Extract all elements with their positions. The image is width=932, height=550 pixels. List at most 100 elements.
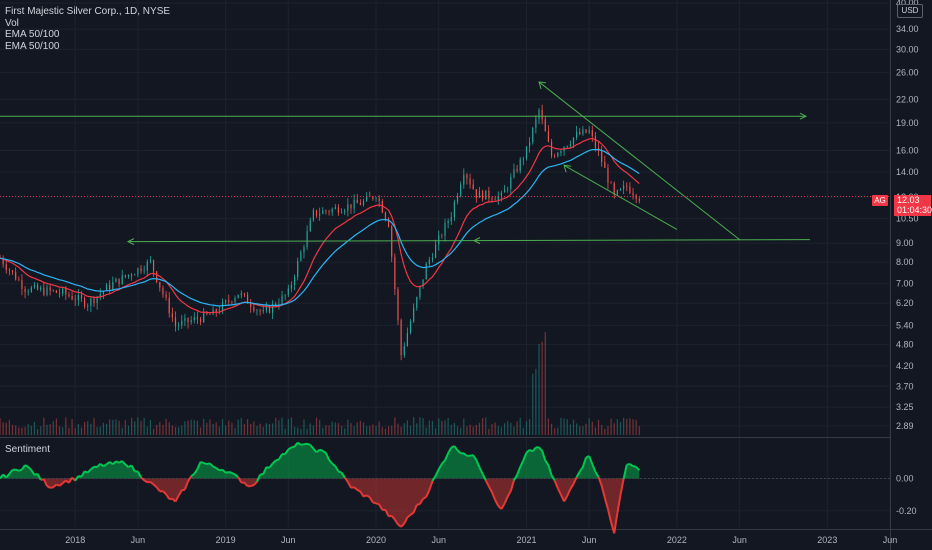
- volume-bar: [131, 417, 133, 435]
- volume-bars: [0, 332, 640, 435]
- symbol-title[interactable]: First Majestic Silver Corp., 1D, NYSE: [5, 6, 171, 17]
- sentiment-line-segment: [509, 480, 515, 492]
- volume-bar: [187, 420, 189, 435]
- candle-body: [425, 264, 427, 280]
- volume-bar: [18, 427, 20, 435]
- ema-fast-line: [0, 137, 640, 314]
- volume-bar: [362, 422, 365, 435]
- volume-bar: [90, 423, 92, 435]
- volume-bar: [466, 426, 468, 435]
- candle-body: [96, 296, 98, 304]
- candle-body: [159, 282, 161, 288]
- time-tick-label: Jun: [883, 535, 898, 545]
- candle-body: [569, 144, 571, 147]
- candle-body: [58, 292, 61, 294]
- candle-body: [246, 294, 249, 304]
- sentiment-line-segment: [219, 468, 223, 472]
- time-tick-label: 2020: [366, 535, 386, 545]
- candle-body: [453, 201, 456, 218]
- sentiment-line-segment: [291, 445, 295, 449]
- candle-body: [525, 146, 528, 159]
- candle-body: [293, 276, 296, 285]
- candle-body: [287, 288, 289, 295]
- sentiment-pane-label[interactable]: Sentiment: [5, 444, 51, 455]
- candle-body: [538, 110, 540, 119]
- sentiment-line-segment: [34, 472, 38, 476]
- price-tick-label: 4.20: [896, 361, 914, 371]
- candle-body: [297, 261, 299, 277]
- volume-bar: [569, 424, 571, 435]
- volume-bar: [196, 420, 199, 435]
- volume-bar: [8, 419, 11, 435]
- candle-body: [582, 129, 584, 135]
- volume-bar: [55, 418, 58, 435]
- candle-body: [535, 118, 537, 129]
- volume-bar: [74, 428, 76, 435]
- sentiment-line-segment: [437, 463, 443, 470]
- candle-body: [635, 195, 637, 200]
- sentiment-line-segment: [15, 468, 20, 472]
- candle-body: [579, 131, 581, 135]
- price-tick-label: 3.70: [896, 381, 914, 391]
- volume-bar: [240, 417, 242, 435]
- volume-bar: [375, 425, 377, 435]
- sentiment-line-segment: [616, 494, 622, 514]
- sentiment-line-segment: [74, 475, 80, 482]
- legend-ema-1[interactable]: EMA 50/100: [5, 29, 60, 40]
- candle-body: [187, 317, 189, 323]
- volume-bar: [456, 426, 459, 435]
- candle-body: [71, 296, 73, 300]
- candle-body: [140, 268, 142, 272]
- candle-body: [184, 317, 186, 321]
- sentiment-line-segment: [96, 463, 101, 468]
- candle-body: [146, 261, 148, 271]
- sentiment-line-segment: [99, 463, 105, 468]
- volume-bar: [190, 419, 192, 435]
- candle-body: [193, 317, 195, 321]
- ema-lines: [0, 137, 640, 314]
- sentiment-line-segment: [340, 472, 346, 478]
- candle-body: [576, 131, 578, 138]
- chart-legend: First Majestic Silver Corp., 1D, NYSE Vo…: [5, 6, 170, 52]
- candle-body: [409, 321, 412, 333]
- sentiment-line-segment: [140, 476, 145, 482]
- sentiment-tick-label: 0.00: [896, 473, 914, 483]
- volume-bar: [319, 419, 321, 435]
- sentiment-line-segment: [566, 488, 572, 497]
- price-axis[interactable]: 40.0034.0030.0026.0022.0019.0016.0014.00…: [896, 0, 919, 516]
- volume-bar: [438, 418, 440, 435]
- volume-bar: [278, 420, 280, 435]
- legend-volume[interactable]: Vol: [5, 17, 19, 29]
- volume-bar: [582, 426, 584, 435]
- candle-body: [513, 169, 515, 177]
- sentiment-line-segment: [390, 515, 396, 521]
- trend-drawings[interactable]: [0, 81, 890, 246]
- sentiment-line-segment: [306, 442, 311, 446]
- sentiment-line-segment: [284, 448, 290, 455]
- currency-label[interactable]: USD: [897, 4, 923, 18]
- volume-bar: [206, 422, 208, 435]
- legend-ema-2[interactable]: EMA 50/100: [5, 40, 60, 52]
- volume-bar: [638, 426, 640, 435]
- volume-bar: [544, 332, 546, 435]
- volume-bar: [134, 421, 136, 435]
- candle-body: [613, 183, 615, 195]
- sentiment-line-segment: [297, 441, 302, 446]
- time-axis[interactable]: 2018 Jun 2019 Jun 2020 Jun 2021 Jun 2022 Jun 2023 J…: [65, 535, 897, 545]
- candle-body: [300, 252, 302, 262]
- sentiment-line-segment: [80, 470, 86, 478]
- volume-bar: [391, 425, 393, 435]
- volume-bar: [315, 417, 318, 435]
- sentiment-line-segment: [400, 522, 405, 528]
- volume-bar: [372, 424, 374, 435]
- volume-bar: [87, 421, 89, 435]
- volume-bar: [112, 419, 114, 435]
- candle-body: [171, 313, 173, 318]
- volume-bar: [541, 341, 543, 435]
- sentiment-line-segment: [472, 454, 478, 461]
- ema-slow-line: [0, 148, 640, 307]
- sentiment-line-segment: [406, 514, 412, 519]
- sentiment-line-segment: [162, 490, 167, 495]
- channel-lower-arrow: [563, 164, 572, 173]
